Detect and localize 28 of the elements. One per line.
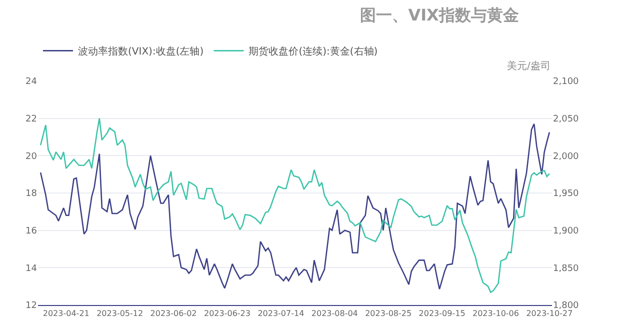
y2-axis-title: 美元/盎司	[507, 60, 550, 72]
x-tick-label: 2023-06-02	[150, 308, 197, 318]
y-tick-label: 22	[26, 114, 37, 124]
y2-tick-label: 2,100	[553, 77, 580, 88]
x-tick-label: 2023-04-21	[42, 308, 90, 318]
y-tick-label: 14	[26, 264, 38, 274]
x-tick-label: 2023-10-06	[472, 308, 519, 318]
chart-title: 图一、VIX指数与黄金	[360, 5, 519, 24]
y2-tick-label: 1,850	[553, 264, 580, 274]
y-tick-label: 18	[26, 189, 38, 200]
legend-label: 波动率指数(VIX):收盘(左轴)	[78, 46, 204, 58]
x-tick-label: 2023-07-14	[258, 308, 304, 318]
legend-label: 期货收盘价(连续):黄金(右轴)	[248, 46, 378, 58]
y-tick-label: 12	[26, 301, 37, 312]
y2-tick-label: 1,900	[553, 226, 580, 236]
y2-tick-label: 2,050	[553, 114, 580, 124]
x-tick-label: 2023-09-15	[418, 308, 466, 318]
x-tick-label: 2023-08-25	[365, 308, 412, 318]
x-tick-label: 2023-05-12	[96, 308, 144, 318]
x-tick-label: 2023-08-04	[311, 308, 358, 318]
y-tick-label: 20	[26, 152, 38, 162]
y-tick-label: 24	[26, 77, 38, 88]
x-tick-label: 2023-10-27	[526, 308, 573, 318]
y2-tick-label: 1,950	[553, 189, 580, 200]
x-tick-label: 2023-06-23	[204, 308, 250, 318]
y-tick-label: 16	[26, 226, 38, 236]
y2-tick-label: 2,000	[553, 152, 580, 162]
y2-tick-label: 1,800	[553, 301, 580, 312]
